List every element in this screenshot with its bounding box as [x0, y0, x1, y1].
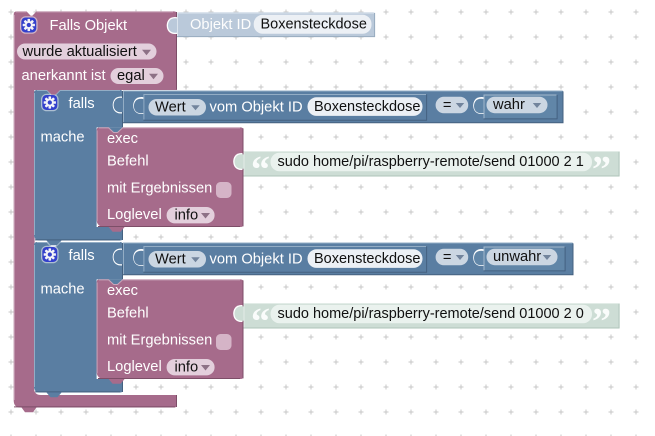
svg-text:=: =: [443, 97, 452, 113]
svg-text:anerkannt ist: anerkannt ist: [22, 68, 106, 84]
svg-text:Falls Objekt: Falls Objekt: [50, 18, 128, 34]
svg-text:mit Ergebnissen: mit Ergebnissen: [107, 333, 212, 349]
svg-text:wurde aktualisiert: wurde aktualisiert: [22, 44, 137, 60]
svg-text:falls: falls: [69, 96, 95, 112]
svg-text:mit Ergebnissen: mit Ergebnissen: [107, 181, 212, 197]
svg-text:sudo home/pi/raspberry-remote/: sudo home/pi/raspberry-remote/send 01000…: [278, 154, 584, 170]
svg-text:egal: egal: [117, 68, 145, 84]
svg-text:=: =: [443, 249, 452, 265]
svg-text:Wert: Wert: [155, 252, 186, 268]
svg-text:mache: mache: [41, 282, 85, 298]
svg-text:Boxensteckdose: Boxensteckdose: [261, 17, 367, 33]
svg-text:exec: exec: [107, 283, 138, 299]
svg-text:Befehl: Befehl: [107, 306, 149, 322]
svg-text:unwahr: unwahr: [493, 249, 541, 265]
svg-text:info: info: [175, 207, 199, 223]
svg-text:”: ”: [592, 149, 611, 191]
svg-text:Wert: Wert: [155, 100, 186, 116]
svg-text:falls: falls: [69, 248, 95, 264]
svg-text:exec: exec: [107, 131, 138, 147]
svg-text:mache: mache: [41, 130, 85, 146]
svg-text:“: “: [251, 149, 270, 191]
svg-text:“: “: [251, 301, 270, 343]
svg-text:”: ”: [592, 301, 611, 343]
svg-text:Loglevel: Loglevel: [107, 359, 162, 375]
svg-text:vom Objekt ID: vom Objekt ID: [210, 99, 303, 115]
svg-text:Befehl: Befehl: [107, 154, 149, 170]
svg-text:vom Objekt ID: vom Objekt ID: [210, 251, 303, 267]
svg-text:info: info: [175, 359, 199, 375]
svg-text:sudo home/pi/raspberry-remote/: sudo home/pi/raspberry-remote/send 01000…: [278, 306, 584, 322]
svg-text:Loglevel: Loglevel: [107, 207, 162, 223]
svg-text:Boxensteckdose: Boxensteckdose: [314, 251, 420, 267]
svg-text:Objekt ID: Objekt ID: [190, 17, 251, 33]
svg-text:Boxensteckdose: Boxensteckdose: [314, 99, 420, 115]
svg-text:wahr: wahr: [492, 97, 525, 113]
